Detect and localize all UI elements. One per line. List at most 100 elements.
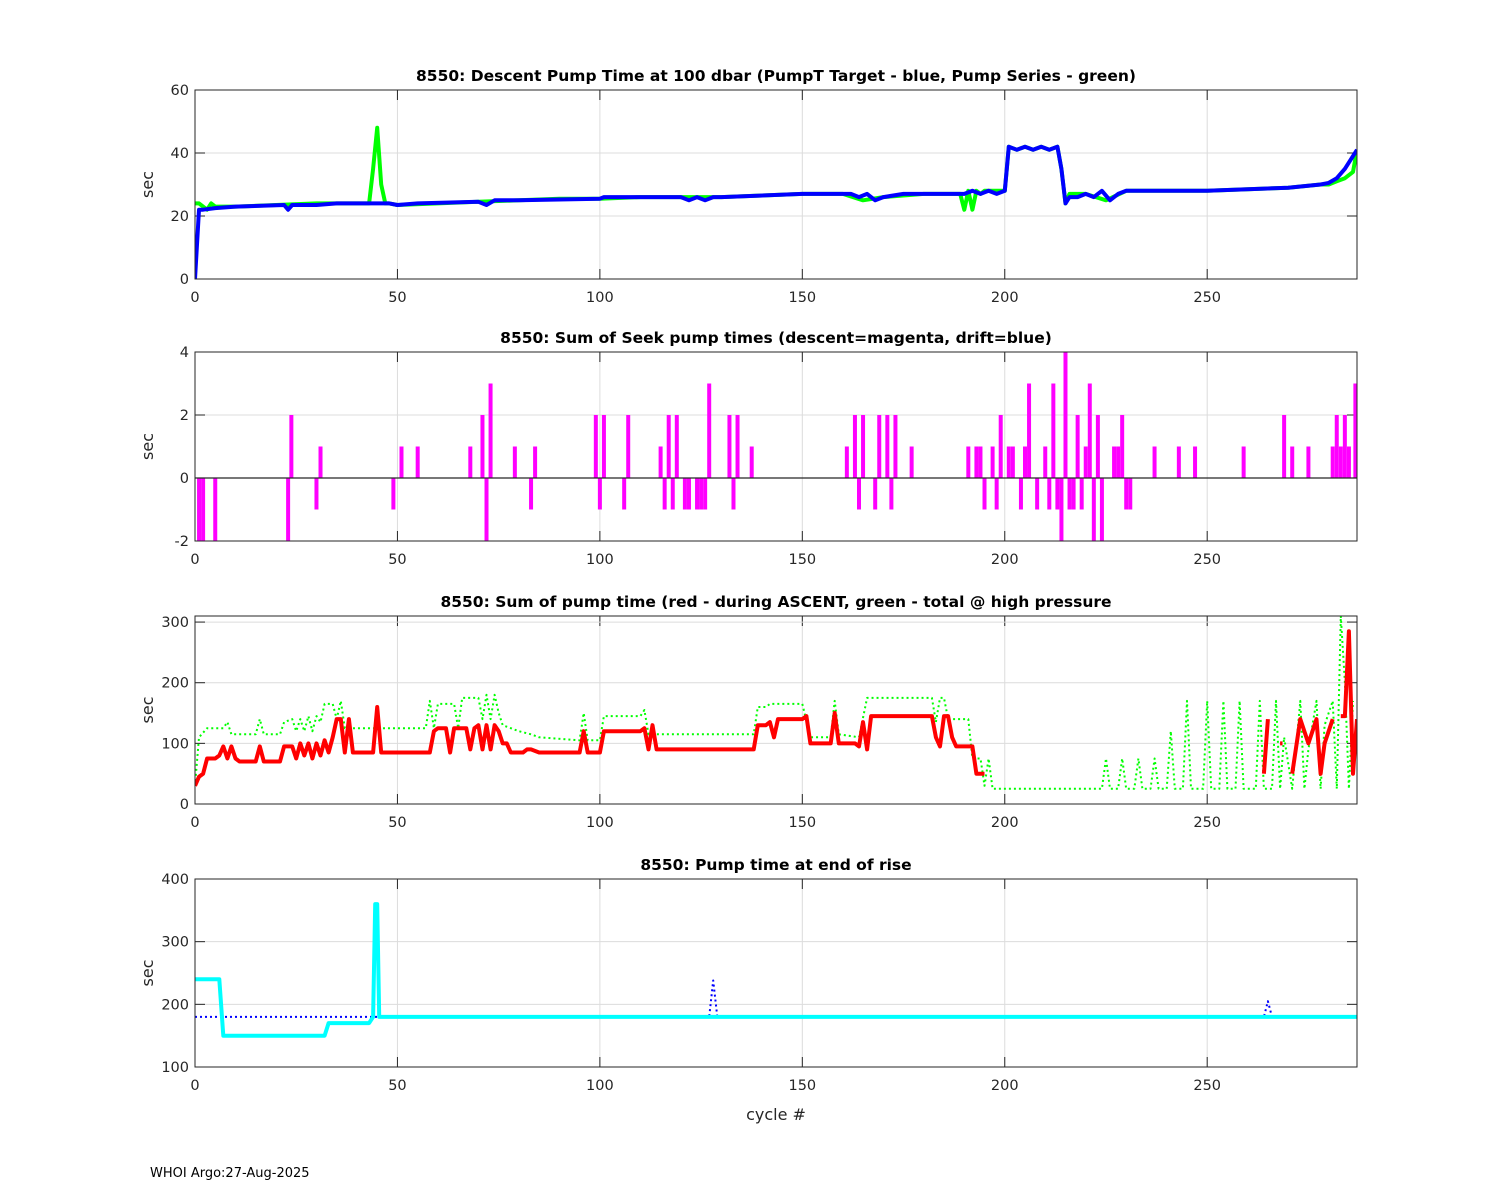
bar (682, 478, 687, 510)
bar (1047, 478, 1052, 510)
bar (197, 478, 202, 541)
x-tick-label: 150 (788, 815, 816, 831)
bar (893, 415, 898, 478)
series-line-1 (195, 616, 1354, 790)
bar (994, 478, 999, 510)
plot-marks (195, 125, 1357, 279)
plot-marks (195, 902, 1357, 1038)
bar (727, 415, 732, 478)
y-tick-label: 20 (171, 209, 189, 225)
bar (1051, 383, 1056, 478)
axes-box (194, 351, 1358, 542)
y-tick-label: 100 (161, 736, 189, 752)
bar (318, 446, 323, 478)
y-axis-label: sec (138, 171, 157, 198)
series-line-2 (195, 629, 1357, 787)
bar (749, 446, 754, 478)
axes-box (194, 615, 1358, 805)
bar (201, 478, 206, 541)
bar (990, 446, 995, 478)
bar (974, 446, 979, 478)
bar (1334, 415, 1339, 478)
bar (857, 478, 861, 510)
bar (695, 478, 700, 510)
bar (1330, 446, 1335, 478)
series-line-2 (195, 144, 1357, 279)
axes-box (194, 89, 1358, 280)
bar (731, 478, 736, 510)
bar (1176, 446, 1181, 478)
bar (662, 478, 667, 510)
y-tick-label: 300 (161, 935, 189, 951)
bar (1043, 446, 1048, 478)
axes-box (194, 878, 1358, 1068)
y-axis-label: sec (138, 433, 157, 460)
x-tick-label: 0 (190, 552, 199, 568)
bar (1306, 446, 1311, 478)
bar (1059, 478, 1064, 541)
bar (844, 446, 849, 478)
bar (1124, 478, 1129, 510)
y-tick-label: 0 (180, 797, 189, 813)
bar (1112, 446, 1117, 478)
x-tick-label: 100 (586, 552, 614, 568)
bar (484, 478, 489, 541)
bar (861, 415, 866, 478)
bar (213, 478, 218, 541)
y-tick-label: 200 (161, 997, 189, 1013)
bar (1006, 446, 1011, 478)
bar (666, 415, 671, 478)
subplot-4: 0 50 100 150 200 250 100 200 300 400 8550: Pump ti… (138, 856, 1358, 1124)
x-tick-label: 250 (1193, 1078, 1221, 1094)
plot-area (195, 352, 1357, 541)
x-tick-label: 50 (388, 815, 406, 831)
bar (1023, 446, 1027, 478)
bar (1055, 478, 1060, 510)
y-tick-label: 4 (180, 345, 189, 361)
bar (399, 446, 404, 478)
bar (889, 478, 894, 510)
y-tick-label: 2 (180, 408, 189, 424)
bar (978, 446, 983, 478)
bar (1346, 446, 1351, 478)
bar (488, 383, 493, 478)
bar (1067, 478, 1072, 510)
plot-area (195, 90, 1357, 279)
bar (674, 415, 679, 478)
bar (1063, 352, 1068, 478)
bar (622, 478, 627, 510)
bar (1091, 478, 1096, 541)
subplot-title: 8550: Descent Pump Time at 100 dbar (Pum… (416, 67, 1136, 85)
plot-area (195, 879, 1357, 1067)
y-tick-label: 60 (171, 83, 189, 99)
bar (982, 478, 987, 510)
x-tick-label: 150 (788, 1078, 816, 1094)
bar (909, 446, 914, 478)
y-tick-label: 40 (171, 146, 189, 162)
bar (1071, 478, 1076, 510)
x-tick-label: 50 (388, 552, 406, 568)
x-tick-label: 0 (190, 290, 199, 306)
bar (1152, 446, 1157, 478)
subplot-title: 8550: Sum of Seek pump times (descent=ma… (500, 329, 1052, 347)
bar (480, 415, 485, 478)
bar (1116, 446, 1121, 478)
x-tick-label: 0 (190, 815, 199, 831)
x-axis-label: cycle # (746, 1105, 806, 1124)
bar (1120, 415, 1125, 478)
bar (593, 415, 598, 478)
x-tick-label: 200 (991, 1078, 1019, 1094)
plot-marks (195, 352, 1357, 541)
bar (529, 478, 534, 510)
bar (468, 446, 473, 478)
bar (286, 478, 291, 541)
x-tick-label: 150 (788, 552, 816, 568)
x-tick-label: 200 (991, 815, 1019, 831)
bar (1035, 478, 1040, 510)
subplot-title: 8550: Pump time at end of rise (640, 856, 911, 874)
y-tick-label: -2 (175, 534, 189, 550)
bar (658, 446, 663, 478)
bar (699, 478, 704, 510)
y-tick-label: 0 (180, 272, 189, 288)
subplot-3: 0 50 100 150 200 250 0 100 200 300 8550: Sum of pu… (138, 593, 1358, 831)
